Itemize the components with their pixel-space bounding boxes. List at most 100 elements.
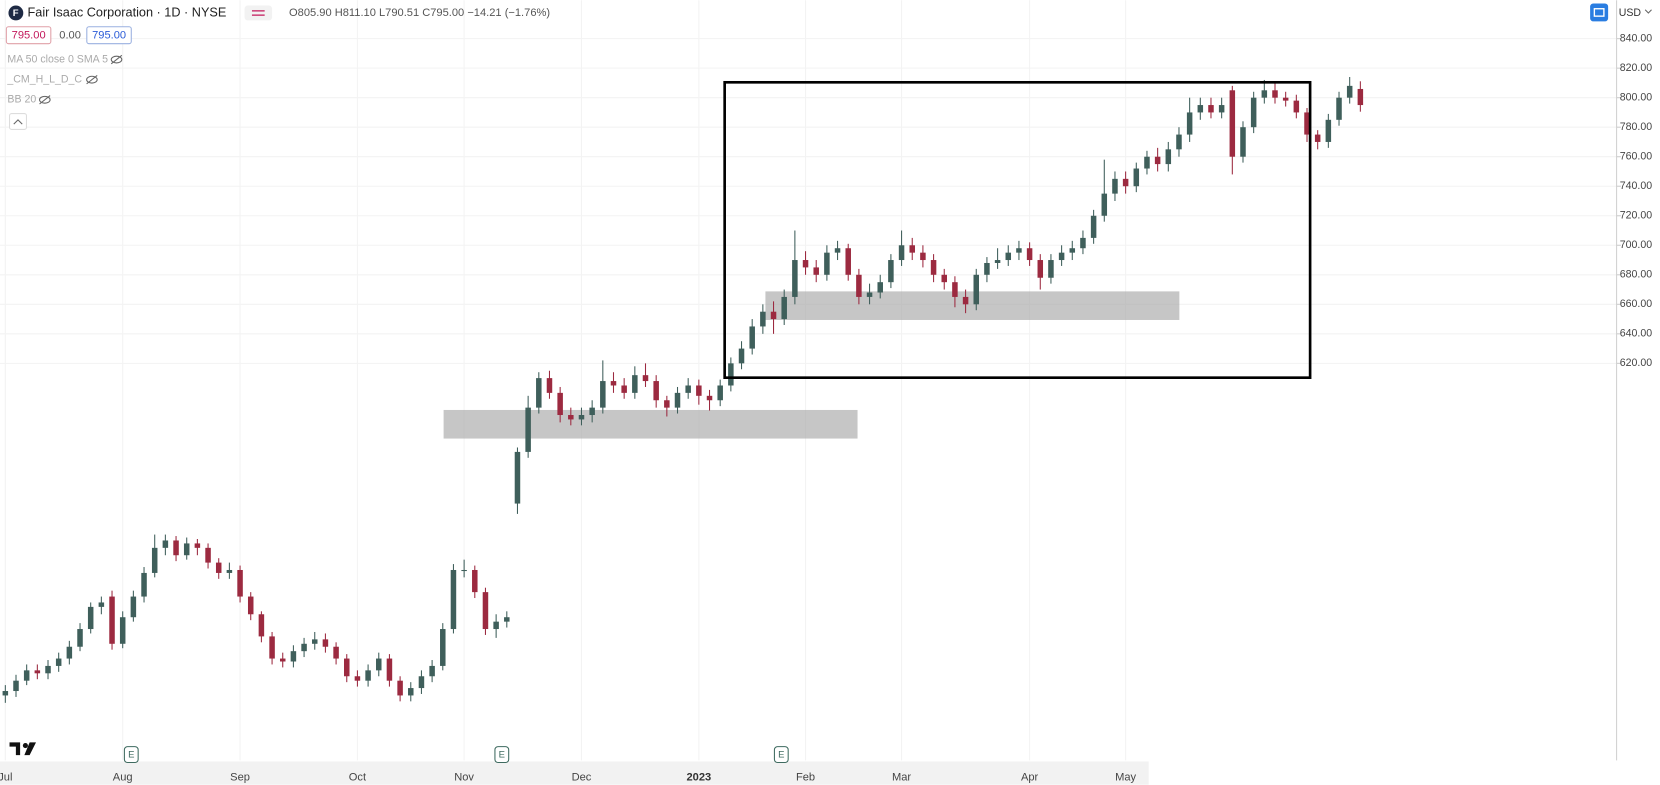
x-tick-label: Jul	[0, 771, 12, 783]
candle-body	[514, 451, 521, 504]
candle-body	[717, 385, 723, 401]
y-tick-label: 720.00	[1620, 210, 1652, 222]
candle-body	[365, 670, 371, 681]
candle-body	[311, 639, 318, 644]
candle-body	[45, 665, 51, 674]
visibility-toggle[interactable]	[38, 95, 51, 104]
earnings-marker[interactable]	[773, 746, 789, 764]
candle-body	[215, 562, 222, 573]
x-tick-label: May	[1115, 771, 1136, 783]
indicator-label: BB 20	[7, 94, 36, 106]
candle-body	[183, 543, 190, 556]
candle-body	[1208, 105, 1214, 113]
collapse-icon	[13, 119, 23, 125]
candle-body	[1005, 252, 1012, 261]
candle-body	[1048, 260, 1054, 278]
earnings-marker-label: E	[499, 750, 505, 761]
visibility-toggle[interactable]	[110, 55, 123, 64]
x-tick-label: Dec	[572, 771, 592, 783]
candle-body	[119, 617, 126, 644]
candle-body	[258, 614, 265, 637]
candle-body	[440, 629, 446, 666]
candle-body	[66, 646, 73, 659]
symbol-logo	[8, 5, 24, 21]
candle-body	[674, 392, 681, 408]
candle-body	[1154, 156, 1161, 165]
candle-body	[834, 248, 841, 253]
candle-body	[1346, 85, 1353, 98]
candle-body	[952, 282, 958, 297]
x-tick-label: Oct	[349, 771, 366, 783]
candle-body	[1293, 100, 1300, 113]
earnings-marker[interactable]	[494, 746, 510, 764]
sell-price[interactable]: 795.00	[12, 30, 46, 42]
support-zone[interactable]	[443, 409, 858, 439]
candle-body	[728, 363, 734, 386]
candle-body	[322, 639, 329, 647]
candle-body	[1357, 88, 1364, 106]
candle-body	[301, 643, 307, 652]
candle-body	[920, 252, 926, 261]
buy-price[interactable]: 795.00	[92, 30, 126, 42]
collapse-button[interactable]	[8, 113, 27, 130]
candle-body	[600, 381, 606, 408]
candle-body	[994, 260, 1001, 263]
candle-body	[610, 381, 617, 386]
candle-body	[55, 658, 62, 666]
candle-body	[472, 569, 478, 593]
candle-body	[1133, 168, 1140, 187]
y-tick-label: 680.00	[1620, 269, 1652, 281]
candle-body	[632, 375, 638, 393]
y-tick-label: 780.00	[1620, 121, 1652, 133]
compare-button[interactable]	[244, 5, 273, 21]
x-tick-label: 2023	[686, 771, 711, 783]
candle-body	[770, 311, 777, 320]
candle-body	[344, 658, 350, 677]
candle-body	[525, 407, 531, 452]
candle-body	[1037, 260, 1044, 278]
y-tick-label: 660.00	[1620, 298, 1652, 310]
candle-body	[98, 602, 105, 607]
auto-scale-button[interactable]	[1590, 3, 1609, 22]
x-tick-label: Sep	[230, 771, 250, 783]
symbol-logo-letter: F	[13, 8, 19, 19]
visibility-toggle[interactable]	[86, 75, 98, 84]
earnings-marker[interactable]	[123, 746, 139, 764]
auto-scale-icon	[1593, 8, 1605, 17]
sell-price-box[interactable]	[5, 26, 52, 45]
candle-body	[962, 296, 969, 305]
candle-body	[578, 415, 585, 420]
candle-body	[642, 375, 649, 382]
x-tick-label: Nov	[454, 771, 474, 783]
candle-body	[151, 547, 158, 573]
buy-price-box[interactable]	[86, 26, 132, 45]
support-zone[interactable]	[765, 291, 1180, 320]
candle-body	[1080, 237, 1086, 249]
y-tick-label: 800.00	[1620, 91, 1652, 103]
chart-title[interactable]: Fair Isaac Corporation · 1D · NYSE	[28, 5, 227, 19]
candle-body	[546, 378, 553, 393]
currency-label[interactable]: USD	[1619, 7, 1642, 19]
candle-body	[333, 646, 339, 659]
currency-chevron	[1644, 9, 1652, 14]
candle-body	[1240, 127, 1246, 157]
candle-body	[162, 540, 169, 548]
candle-body	[354, 676, 361, 681]
candle-body	[888, 260, 894, 283]
candle-body	[749, 326, 755, 349]
candle-body	[589, 407, 595, 416]
time-axis	[0, 761, 1149, 785]
x-tick-label: Mar	[892, 771, 911, 783]
candle-body	[984, 262, 990, 275]
ohlc-readout: O805.90 H811.10 L790.51 C795.00 −14.21 (…	[289, 7, 550, 19]
candle-body	[226, 569, 233, 573]
candle-body	[1069, 248, 1076, 253]
x-tick-label: Feb	[796, 771, 815, 783]
candle-body	[461, 569, 467, 572]
visibility-slash	[110, 54, 123, 65]
candle-body	[973, 274, 980, 305]
range-box[interactable]	[723, 80, 1312, 380]
visibility-slash	[86, 75, 98, 85]
